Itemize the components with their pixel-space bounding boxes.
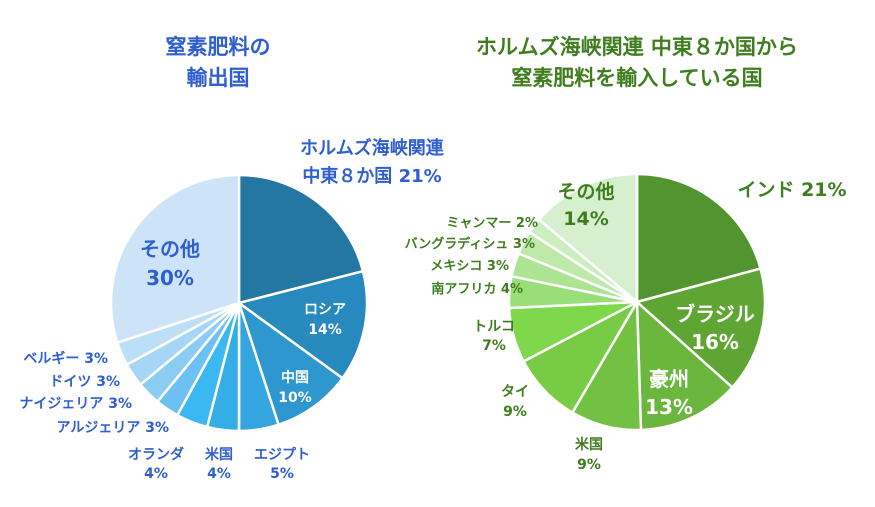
label-south-africa: 南アフリカ 4% xyxy=(431,281,523,297)
label-india: インド 21% xyxy=(737,179,846,201)
export-pie xyxy=(109,173,369,433)
pie-slice xyxy=(237,301,344,426)
label-brazil-line1: ブラジル xyxy=(675,302,755,326)
label-us-line1: 米国 xyxy=(205,446,233,463)
pie-slice xyxy=(635,300,734,432)
label-egypt-line1: エジプト xyxy=(254,447,310,463)
label-thailand-line1: タイ xyxy=(501,384,529,400)
pie-slice xyxy=(237,269,369,380)
label-us-right-line1: 米国 xyxy=(575,436,603,453)
label-turkey-line1: トルコ xyxy=(473,319,515,335)
label-turkey-line2: 7% xyxy=(482,338,506,354)
label-china-line1: 中国 xyxy=(281,369,309,386)
left-title-line1: 窒素肥料の xyxy=(166,35,271,59)
label-other-left-line1: その他 xyxy=(140,237,200,261)
label-netherlands-line2: 4% xyxy=(144,466,168,482)
label-us-right-line2: 9% xyxy=(577,457,601,473)
pie-slice xyxy=(635,267,767,389)
label-other-right-line2: 14% xyxy=(563,208,608,230)
label-egypt-line2: 5% xyxy=(270,466,294,482)
label-australia-line2: 13% xyxy=(645,395,693,419)
left-title-line2: 輸出国 xyxy=(187,66,250,90)
label-other-left-line2: 30% xyxy=(146,266,194,290)
label-russia-line1: ロシア xyxy=(304,302,346,318)
label-hormuz-line1: ホルムズ海峡関連 xyxy=(300,137,445,159)
label-russia-line2: 14% xyxy=(308,322,342,338)
label-thailand-line2: 9% xyxy=(503,404,527,420)
right-title-line2: 窒素肥料を輸入している国 xyxy=(511,66,762,90)
label-australia-line1: 豪州 xyxy=(649,367,689,391)
pie-slice xyxy=(537,172,639,304)
label-brazil-line2: 16% xyxy=(691,330,739,354)
label-nigeria: ナイジェリア 3% xyxy=(19,396,132,412)
right-title-line1: ホルムズ海峡関連 中東８か国から xyxy=(476,35,798,59)
label-germany: ドイツ 3% xyxy=(49,374,120,390)
label-myanmar: ミャンマー 2% xyxy=(446,216,538,231)
pie-slice xyxy=(109,173,241,344)
label-other-right-line1: その他 xyxy=(557,180,614,203)
pie-slice xyxy=(237,173,365,305)
label-mexico: メキシコ 3% xyxy=(430,259,509,274)
pie-slice xyxy=(635,172,762,304)
label-netherlands-line1: オランダ xyxy=(128,446,184,463)
label-algeria: アルジェリア 3% xyxy=(56,420,169,436)
label-china-line2: 10% xyxy=(278,390,312,406)
import-pie xyxy=(507,172,767,432)
label-us-line2: 4% xyxy=(207,466,231,482)
label-hormuz-line2: 中東８か国 21% xyxy=(302,165,441,187)
label-belgium: ベルギー 3% xyxy=(23,350,108,367)
label-bangladesh: バングラディシュ 3% xyxy=(405,236,535,252)
